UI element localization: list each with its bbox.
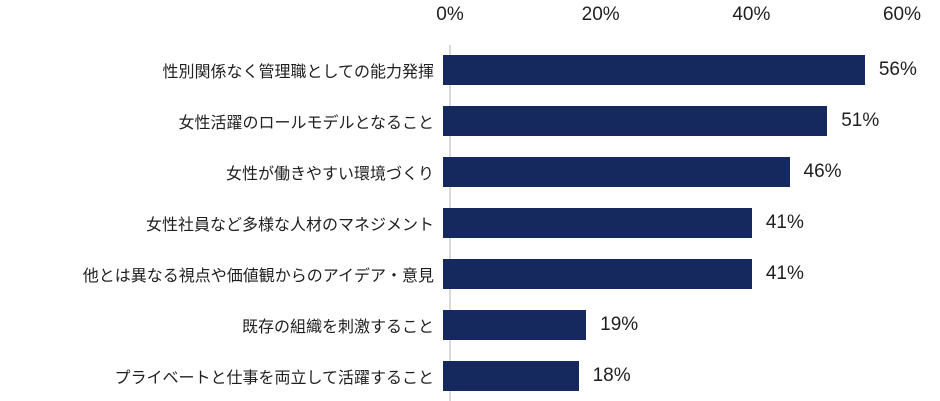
- bar: [443, 360, 579, 391]
- bar: [443, 309, 587, 340]
- category-label: 女性が働きやすい環境づくり: [225, 166, 434, 184]
- bar-row: 女性活躍のロールモデルとなること 51%: [0, 96, 940, 147]
- category-label: 女性社員など多様な人材のマネジメント: [145, 216, 434, 234]
- bar-row: 女性が働きやすい環境づくり 46%: [0, 147, 940, 198]
- bar-track: 41%: [443, 248, 940, 299]
- category-label: 他とは異なる視点や価値観からのアイデア・意見: [82, 267, 434, 285]
- bar-row: 既存の組織を刺激すること 19%: [0, 299, 940, 350]
- category-label: 性別関係なく管理職としての能力発揮: [162, 64, 434, 82]
- value-label: 19%: [600, 313, 639, 335]
- bar: [443, 157, 790, 188]
- category-label: 既存の組織を刺激すること: [241, 318, 434, 336]
- value-label: 41%: [765, 211, 804, 233]
- x-axis-tick-label: 20%: [581, 4, 620, 25]
- value-label: 18%: [592, 364, 631, 386]
- x-axis-tick-label: 40%: [732, 4, 771, 25]
- bar-row: プライベートと仕事を両立して活躍すること 18%: [0, 350, 940, 401]
- bar: [443, 106, 828, 137]
- value-label: 51%: [841, 110, 880, 132]
- bar-track: 56%: [443, 45, 940, 96]
- bar-track: 46%: [443, 147, 940, 198]
- category-label: 女性活躍のロールモデルとなること: [178, 115, 434, 133]
- bar-track: 19%: [443, 299, 940, 350]
- bar-track: 51%: [443, 96, 940, 147]
- value-label: 41%: [765, 262, 804, 284]
- value-label: 56%: [878, 59, 917, 81]
- x-axis-tick-label: 60%: [882, 4, 922, 25]
- bar-track: 18%: [443, 350, 940, 401]
- bar-row: 他とは異なる視点や価値観からのアイデア・意見 41%: [0, 248, 940, 299]
- bar-row: 女性社員など多様な人材のマネジメント 41%: [0, 198, 940, 249]
- bar-row: 性別関係なく管理職としての能力発揮 56%: [0, 45, 940, 96]
- bar: [443, 258, 752, 289]
- value-label: 46%: [803, 161, 842, 183]
- category-label: プライベートと仕事を両立して活躍すること: [114, 369, 434, 387]
- bar-track: 41%: [443, 198, 940, 249]
- bar: [443, 55, 865, 86]
- x-axis-tick-label: 0%: [436, 4, 464, 25]
- bar: [443, 207, 752, 238]
